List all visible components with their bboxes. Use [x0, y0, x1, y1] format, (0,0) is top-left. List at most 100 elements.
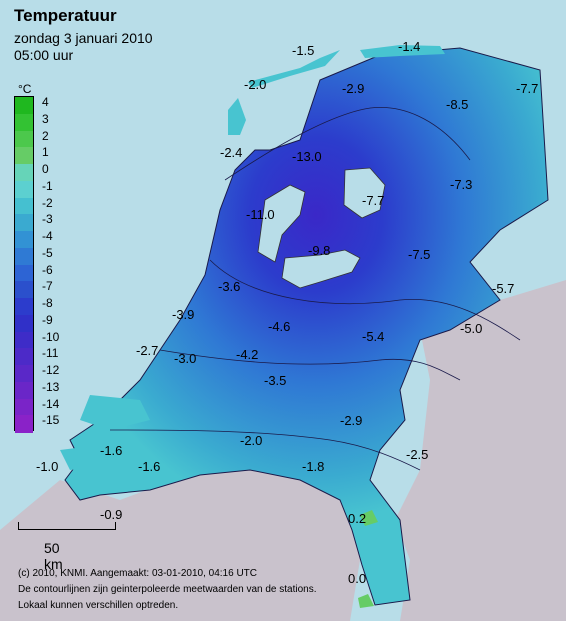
legend-label: -13 — [42, 379, 60, 394]
temperature-label: -2.7 — [136, 343, 159, 358]
legend-unit: °C — [18, 82, 32, 96]
legend-label: -3 — [42, 212, 53, 227]
legend-label: 0 — [42, 162, 49, 176]
legend-swatch — [15, 314, 33, 332]
temperature-label: -4.6 — [268, 319, 291, 334]
legend-swatch — [15, 231, 33, 249]
legend-label: -7 — [42, 279, 53, 294]
warm-spot-limburg-south — [358, 594, 374, 608]
temperature-label: -7.5 — [408, 247, 431, 262]
temperature-label: -2.0 — [244, 77, 267, 92]
legend-swatch — [15, 214, 33, 232]
map-title: Temperatuur — [14, 6, 117, 25]
inland-water-north — [343, 167, 386, 219]
legend-label: -14 — [42, 396, 60, 411]
footer-copyright: (c) 2010, KNMI. Aangemaakt: 03-01-2010, … — [18, 568, 258, 579]
map-time: 05:00 uur — [14, 47, 74, 63]
contour-line — [159, 349, 461, 381]
temperature-label: -1.4 — [398, 39, 421, 54]
legend-label: -2 — [42, 195, 53, 210]
contour-line — [109, 429, 421, 471]
contour-line — [224, 107, 471, 181]
temperature-label: -3.5 — [264, 373, 287, 388]
legend-swatch — [15, 264, 33, 282]
temperature-label: -5.7 — [492, 281, 515, 296]
legend-swatch — [15, 381, 33, 399]
temperature-label: -3.9 — [172, 307, 195, 322]
footer-note-1: De contourlijnen zijn geinterpoleerde me… — [18, 584, 317, 595]
legend-swatch — [15, 164, 33, 182]
temperature-label: -11.0 — [246, 207, 275, 222]
legend-swatch — [15, 247, 33, 265]
footer-note-2: Lokaal kunnen verschillen optreden. — [18, 600, 179, 611]
zeeland-island-2 — [60, 445, 115, 470]
legend-label: 3 — [42, 111, 49, 126]
temperature-label: -1.6 — [100, 443, 123, 458]
temperature-label: 0.2 — [348, 511, 367, 526]
temperature-label: -2.9 — [340, 413, 363, 428]
legend-swatch — [15, 147, 33, 165]
contour-line — [209, 259, 521, 341]
germany-area — [395, 20, 566, 621]
temperature-label: -2.4 — [220, 145, 243, 160]
legend-label: -4 — [42, 229, 53, 243]
legend-swatch — [15, 415, 33, 433]
legend-swatch — [15, 113, 33, 131]
temperature-label: -1.8 — [302, 459, 325, 474]
legend-label: -15 — [42, 413, 60, 428]
belgium-area — [0, 470, 380, 621]
temperature-label: -13.0 — [292, 149, 322, 164]
zeeland-island-1 — [80, 395, 150, 430]
legend-swatch — [15, 348, 33, 366]
map-date: zondag 3 januari 2010 — [14, 30, 153, 46]
legend-label: -5 — [42, 245, 53, 260]
legend-label: -11 — [42, 346, 59, 361]
legend-label: -1 — [42, 178, 53, 193]
legend-label: -9 — [42, 312, 53, 327]
temperature-label: -5.0 — [460, 321, 483, 336]
temperature-label: -8.5 — [446, 97, 469, 112]
temperature-label: -2.0 — [240, 433, 263, 448]
scale-label: 50 km — [44, 540, 63, 572]
netherlands-area — [64, 47, 549, 606]
legend-swatch — [15, 365, 33, 383]
legend-label: -12 — [42, 363, 60, 377]
legend-swatch — [15, 130, 33, 148]
legend-swatch — [15, 281, 33, 299]
legend-label: 1 — [42, 145, 49, 160]
temperature-label: -2.9 — [342, 81, 365, 96]
temperature-label: 0.0 — [348, 571, 367, 586]
temperature-label: -7.7 — [516, 81, 539, 96]
markermeer — [281, 249, 361, 289]
legend-label: -8 — [42, 296, 53, 310]
temperature-label: -7.7 — [362, 193, 385, 208]
temperature-label: -3.0 — [174, 351, 197, 366]
legend-swatch — [15, 180, 33, 198]
ameland-schiermonnikoog — [360, 45, 445, 58]
legend-label: 4 — [42, 95, 49, 109]
legend-swatch — [15, 398, 33, 416]
legend-swatch — [15, 331, 33, 349]
temperature-label: -1.5 — [292, 43, 315, 58]
legend-label: -10 — [42, 329, 60, 344]
texel — [228, 98, 246, 135]
temperature-label: -1.6 — [138, 459, 161, 474]
legend-swatch — [15, 197, 33, 215]
temperature-label: -2.5 — [406, 447, 429, 462]
temperature-label: -1.0 — [36, 459, 59, 474]
vlieland-terschelling — [248, 50, 340, 88]
temperature-label: -7.3 — [450, 177, 473, 192]
temperature-label: -5.4 — [362, 329, 385, 344]
legend-label: 2 — [42, 128, 49, 143]
temperature-label: -0.9 — [100, 507, 123, 522]
legend-swatch — [15, 97, 33, 115]
temperature-label: -4.2 — [236, 347, 259, 362]
temperature-label: -3.6 — [218, 279, 241, 294]
legend-label: -6 — [42, 262, 53, 277]
ijsselmeer — [257, 184, 306, 263]
scale-line — [18, 522, 116, 530]
legend-swatch — [15, 298, 33, 316]
warm-spot-limburg-north — [360, 510, 378, 526]
